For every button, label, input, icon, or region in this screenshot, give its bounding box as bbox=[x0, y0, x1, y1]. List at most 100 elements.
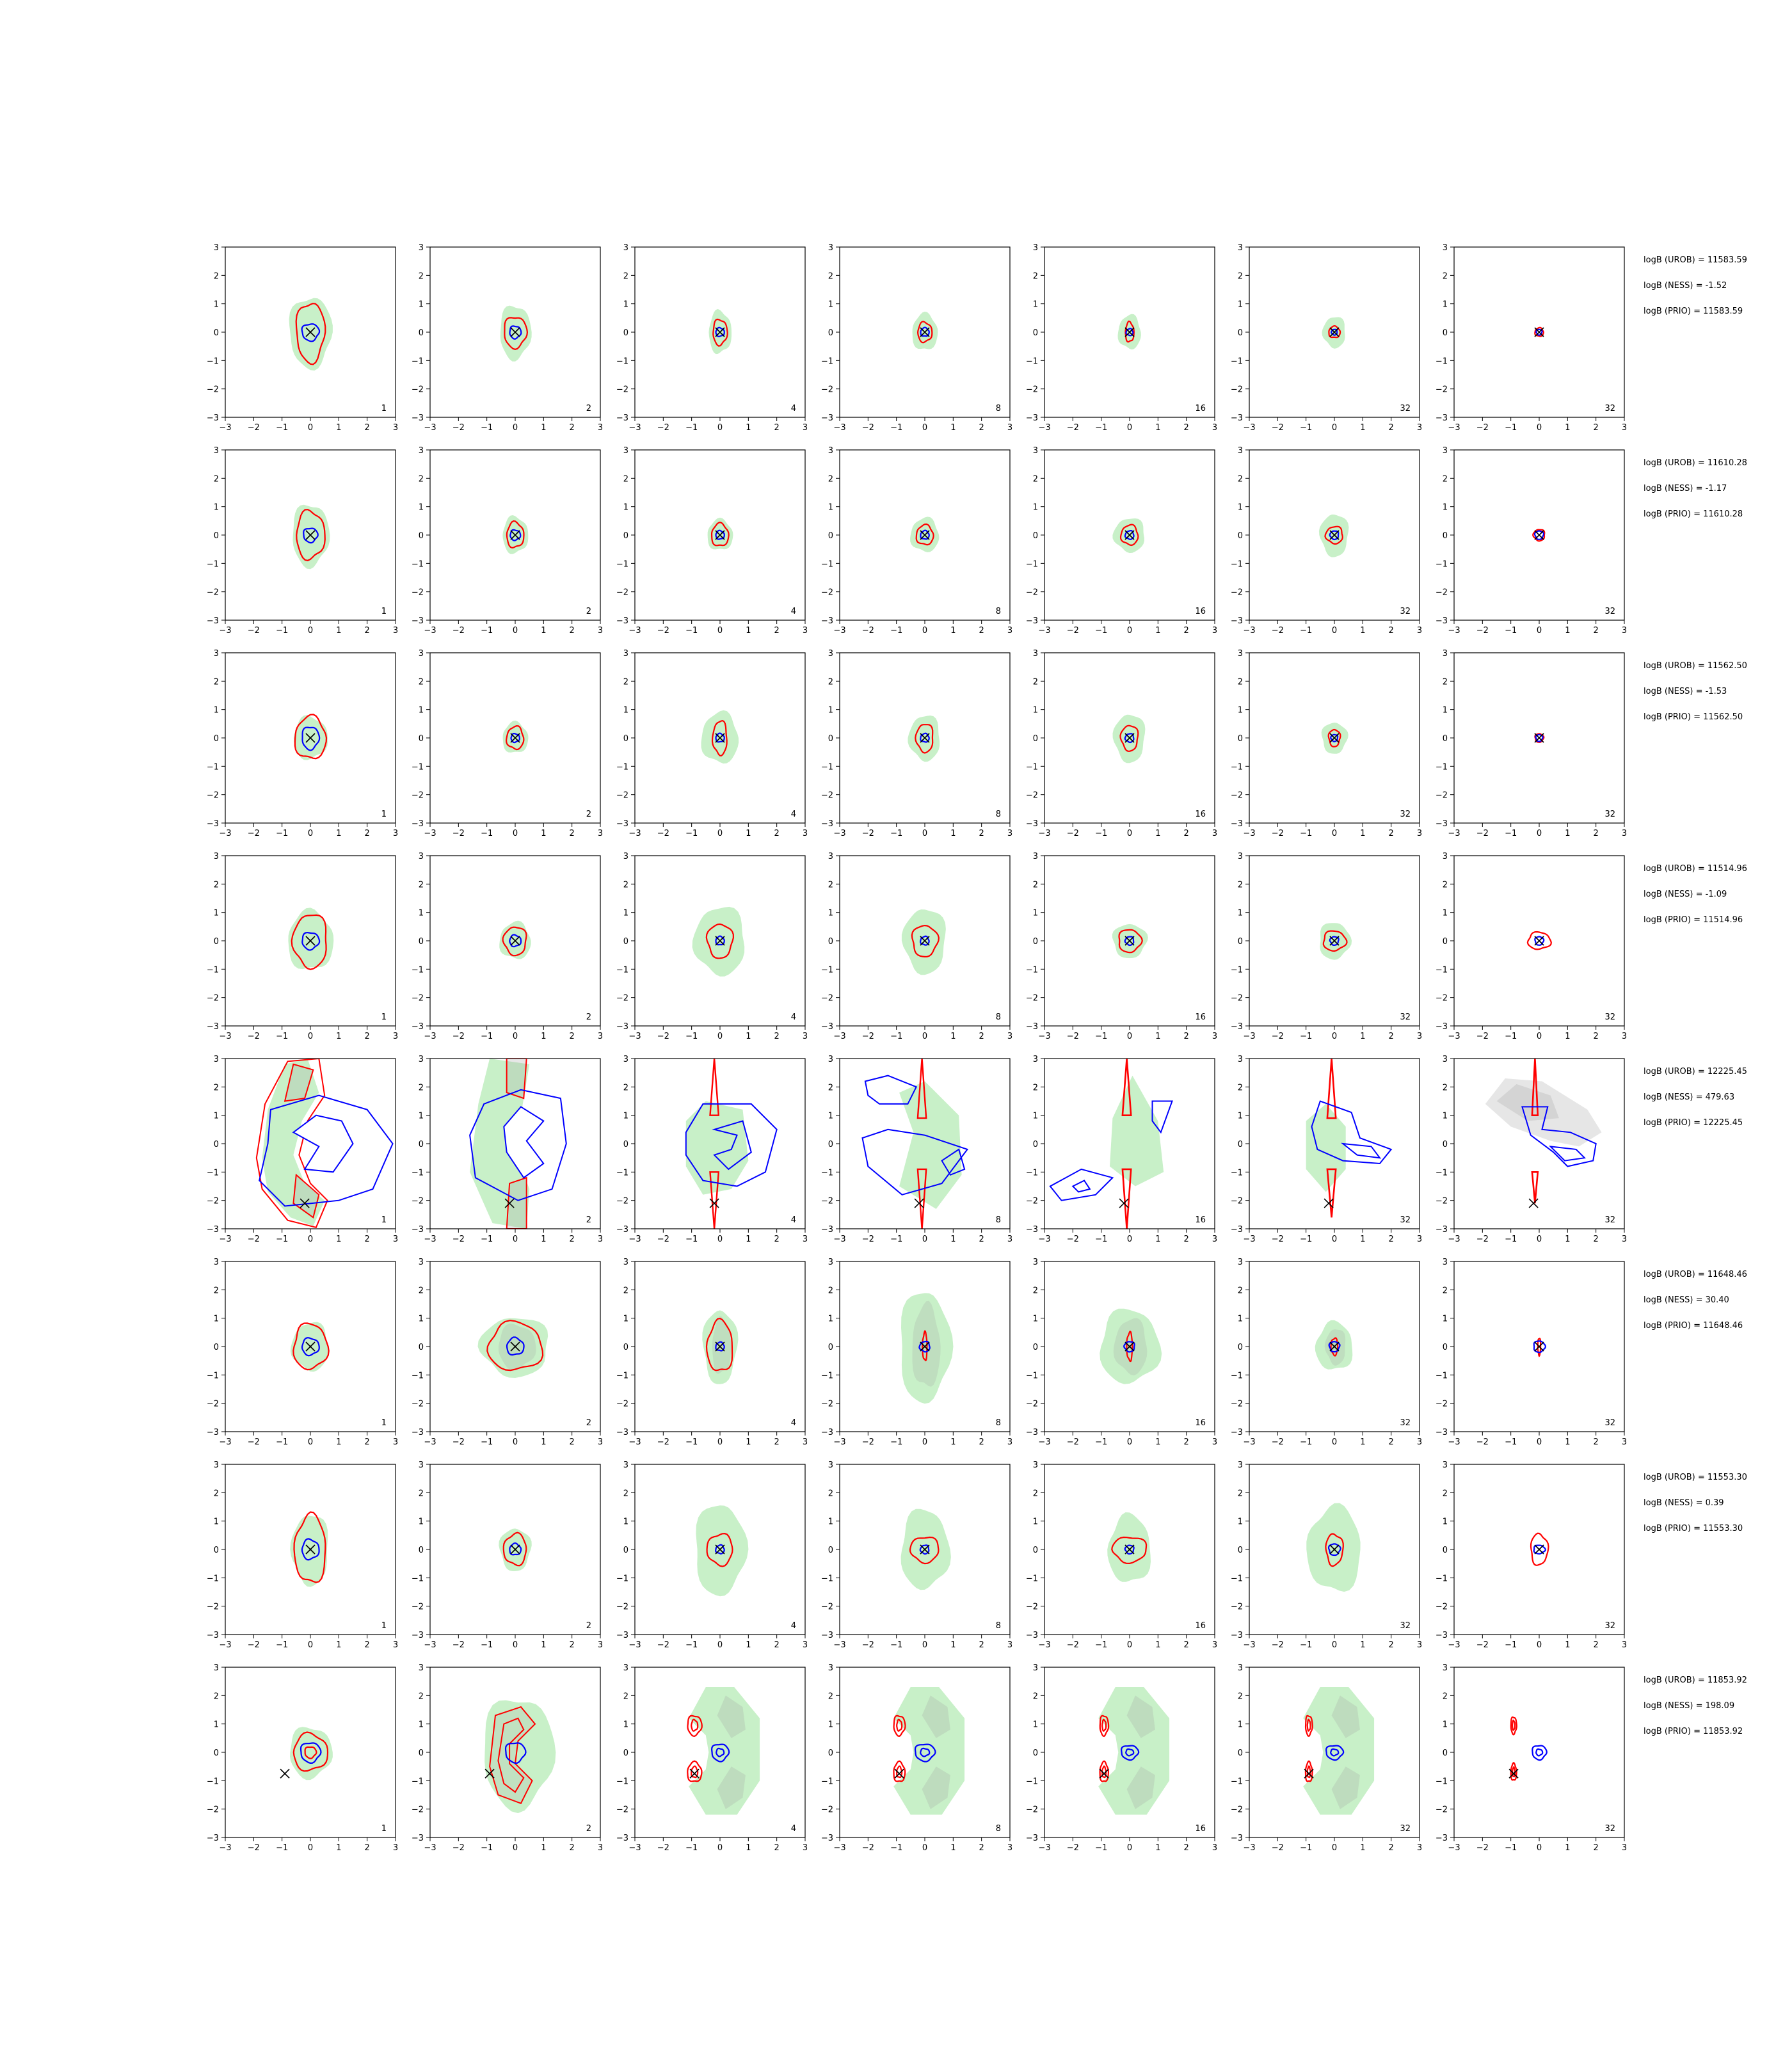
x-tick-label: −3 bbox=[1448, 1437, 1460, 1447]
x-tick-label: −2 bbox=[248, 1437, 260, 1447]
column-label: 2 bbox=[586, 810, 591, 819]
y-tick-label: 0 bbox=[214, 1748, 219, 1758]
y-tick-label: 3 bbox=[623, 243, 628, 253]
x-tick-label: −3 bbox=[628, 1640, 641, 1650]
x-tick-label: −1 bbox=[1300, 1032, 1312, 1041]
x-tick-label: −2 bbox=[248, 1843, 260, 1853]
blue-contour bbox=[1325, 1745, 1345, 1761]
x-tick-label: −2 bbox=[452, 423, 465, 433]
y-tick-label: −3 bbox=[1231, 819, 1243, 829]
x-tick-label: 3 bbox=[1212, 423, 1217, 433]
plot-area bbox=[280, 1727, 333, 1780]
x-tick-label: −1 bbox=[276, 1437, 288, 1447]
red-contour bbox=[502, 926, 527, 957]
y-tick-label: 1 bbox=[214, 909, 219, 918]
x-tick-label: 1 bbox=[541, 1032, 546, 1041]
column-label: 32 bbox=[1400, 1418, 1411, 1428]
y-tick-label: 2 bbox=[828, 1286, 833, 1295]
grey-density bbox=[1126, 1695, 1155, 1738]
y-tick-label: 3 bbox=[214, 243, 219, 253]
y-tick-label: 3 bbox=[623, 1055, 628, 1064]
plot-area bbox=[1100, 1308, 1162, 1384]
x-tick-label: −1 bbox=[481, 1843, 493, 1853]
x-tick-label: −3 bbox=[833, 1437, 845, 1447]
true-value-marker bbox=[709, 1198, 719, 1208]
x-tick-label: 3 bbox=[1417, 1437, 1422, 1447]
column-label: 2 bbox=[586, 1418, 591, 1428]
x-tick-label: 0 bbox=[717, 1437, 723, 1447]
x-tick-label: 0 bbox=[1127, 423, 1132, 433]
red-contour bbox=[1119, 524, 1139, 547]
x-tick-label: −3 bbox=[219, 423, 231, 433]
y-tick-label: 0 bbox=[419, 734, 424, 744]
y-tick-label: 0 bbox=[1443, 328, 1448, 338]
x-tick-label: 2 bbox=[774, 1437, 780, 1447]
red-contour bbox=[896, 1718, 903, 1732]
x-tick-label: 2 bbox=[979, 1235, 984, 1244]
plot-area bbox=[1303, 1687, 1375, 1815]
y-tick-label: 0 bbox=[1033, 937, 1038, 947]
red-contour bbox=[909, 1536, 940, 1565]
red-contour bbox=[691, 1718, 699, 1732]
green-density bbox=[288, 908, 334, 970]
blue-contour bbox=[919, 1544, 930, 1555]
x-tick-label: 2 bbox=[1389, 1032, 1394, 1041]
x-tick-label: 3 bbox=[1007, 1843, 1012, 1853]
x-tick-label: −3 bbox=[424, 1032, 436, 1041]
x-tick-label: 1 bbox=[1565, 829, 1570, 838]
x-tick-label: −2 bbox=[452, 1235, 465, 1244]
y-tick-label: 0 bbox=[1443, 734, 1448, 744]
y-tick-label: −1 bbox=[1436, 762, 1448, 772]
x-tick-label: −2 bbox=[1067, 423, 1079, 433]
plot-area bbox=[861, 1059, 969, 1229]
blue-contour bbox=[1329, 936, 1340, 946]
x-tick-label: −1 bbox=[1505, 1032, 1517, 1041]
x-tick-label: 0 bbox=[922, 1640, 927, 1650]
true-value-marker bbox=[689, 1768, 700, 1779]
y-tick-label: 3 bbox=[828, 1663, 833, 1673]
y-tick-label: −2 bbox=[207, 588, 219, 598]
column-label: 16 bbox=[1195, 404, 1206, 413]
x-tick-label: 2 bbox=[365, 1640, 370, 1650]
blue-contour bbox=[504, 1742, 527, 1764]
y-tick-label: 0 bbox=[1238, 734, 1243, 744]
x-tick-label: −3 bbox=[833, 423, 845, 433]
x-tick-label: −2 bbox=[657, 1235, 669, 1244]
y-tick-label: −3 bbox=[821, 413, 833, 423]
x-tick-label: −3 bbox=[1243, 1640, 1255, 1650]
y-tick-label: 3 bbox=[1238, 649, 1243, 659]
blue-contour bbox=[715, 1341, 725, 1352]
column-label: 4 bbox=[791, 1418, 796, 1428]
blue-contour bbox=[509, 1542, 522, 1556]
red-contour bbox=[1099, 1715, 1110, 1738]
grey-density bbox=[717, 1695, 746, 1738]
true-value-marker bbox=[1329, 1544, 1340, 1555]
column-label: 4 bbox=[791, 1215, 796, 1225]
y-tick-label: 3 bbox=[1238, 446, 1243, 456]
x-tick-label: −3 bbox=[219, 1437, 231, 1447]
y-tick-label: −2 bbox=[1026, 1805, 1038, 1815]
y-tick-label: 2 bbox=[623, 271, 628, 281]
panel: −3−3 −2 −2 −1 −1 0 0 1 1 2 2 3 3 32 bbox=[1436, 446, 1627, 636]
x-tick-label: −2 bbox=[1272, 1640, 1284, 1650]
column-label: 16 bbox=[1195, 1012, 1206, 1022]
y-tick-label: −1 bbox=[1436, 1574, 1448, 1583]
x-tick-label: −3 bbox=[424, 1437, 436, 1447]
y-tick-label: 2 bbox=[214, 474, 219, 484]
x-tick-label: 0 bbox=[1537, 423, 1542, 433]
x-tick-label: −3 bbox=[1448, 626, 1460, 636]
y-tick-label: 3 bbox=[1033, 1663, 1038, 1673]
blue-contour bbox=[941, 1148, 966, 1176]
true-value-marker bbox=[1534, 327, 1544, 337]
x-tick-label: 1 bbox=[541, 1640, 546, 1650]
x-tick-label: 0 bbox=[1537, 626, 1542, 636]
y-tick-label: 2 bbox=[1443, 1692, 1448, 1701]
